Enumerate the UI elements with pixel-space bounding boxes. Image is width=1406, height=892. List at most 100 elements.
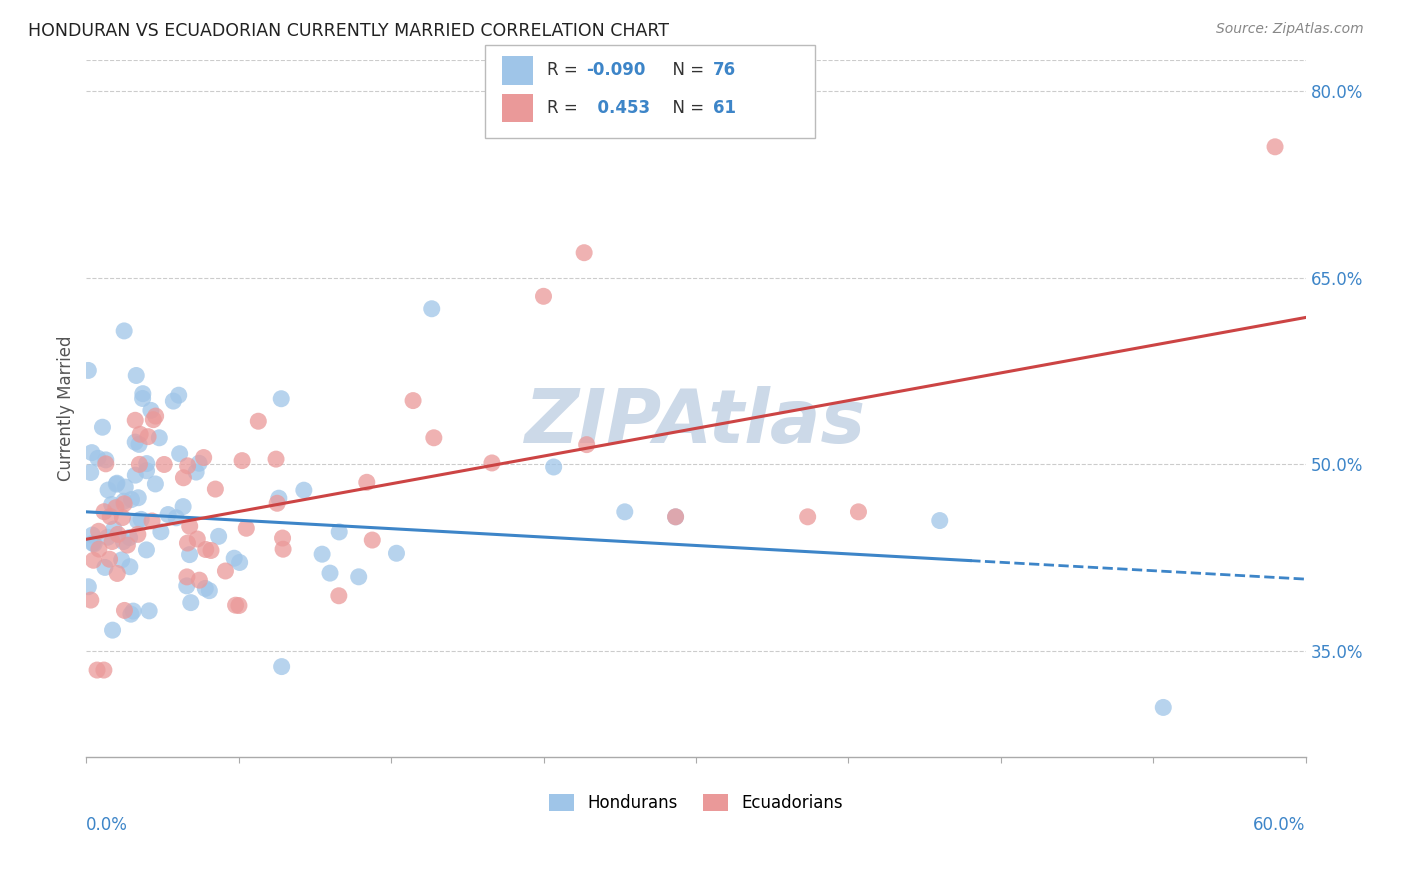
Text: 60.0%: 60.0% — [1253, 815, 1306, 833]
Point — [572, 245, 595, 260]
Point — [93, 663, 115, 677]
Point — [82, 553, 104, 567]
Point — [124, 413, 146, 427]
Point — [543, 460, 565, 475]
Point — [208, 529, 231, 543]
Point — [112, 494, 135, 508]
Point — [848, 505, 870, 519]
Point — [135, 457, 157, 471]
Point — [194, 542, 217, 557]
Point — [86, 663, 108, 677]
Point — [77, 363, 100, 377]
Point — [264, 452, 287, 467]
Point — [93, 505, 115, 519]
Point — [104, 500, 127, 515]
Point — [200, 543, 222, 558]
Text: N =: N = — [662, 99, 710, 117]
Text: HONDURAN VS ECUADORIAN CURRENTLY MARRIED CORRELATION CHART: HONDURAN VS ECUADORIAN CURRENTLY MARRIED… — [28, 22, 669, 40]
Point — [172, 500, 194, 514]
Point — [118, 531, 141, 545]
Point — [180, 596, 202, 610]
Point — [128, 437, 150, 451]
Point — [176, 579, 198, 593]
Point — [117, 538, 139, 552]
Point — [91, 420, 114, 434]
Point — [184, 465, 207, 479]
Point — [172, 471, 194, 485]
Point — [224, 551, 246, 566]
Point — [82, 536, 104, 550]
Text: 61: 61 — [713, 99, 735, 117]
Text: R =: R = — [547, 99, 583, 117]
Point — [193, 450, 215, 465]
Point — [105, 477, 128, 491]
Point — [153, 458, 176, 472]
Point — [127, 527, 149, 541]
Point — [135, 542, 157, 557]
Point — [423, 431, 446, 445]
Point — [87, 451, 110, 466]
Point — [385, 546, 408, 560]
Text: R =: R = — [547, 62, 583, 79]
Point — [311, 547, 333, 561]
Point — [105, 566, 128, 581]
Point — [157, 508, 180, 522]
Point — [98, 509, 121, 524]
Point — [98, 552, 121, 566]
Point — [142, 412, 165, 426]
Point — [118, 559, 141, 574]
Point — [194, 582, 217, 596]
Point — [87, 542, 110, 557]
Point — [97, 483, 120, 497]
Point — [361, 533, 384, 547]
Point — [80, 466, 103, 480]
Point — [928, 514, 950, 528]
Point — [128, 458, 150, 472]
Legend: Hondurans, Ecuadorians: Hondurans, Ecuadorians — [543, 788, 849, 819]
Point — [112, 497, 135, 511]
Point — [77, 580, 100, 594]
Point — [114, 480, 136, 494]
Point — [83, 537, 105, 551]
Point — [1264, 140, 1286, 154]
Point — [131, 392, 153, 406]
Point — [665, 509, 688, 524]
Point — [188, 456, 211, 470]
Point — [204, 482, 226, 496]
Point — [136, 430, 159, 444]
Point — [292, 483, 315, 498]
Point — [127, 514, 149, 528]
Point — [328, 589, 350, 603]
Point — [188, 573, 211, 587]
Point — [402, 393, 425, 408]
Point — [167, 388, 190, 402]
Point — [319, 566, 342, 581]
Point — [228, 599, 250, 613]
Point — [169, 447, 191, 461]
Point — [129, 512, 152, 526]
Point — [481, 456, 503, 470]
Point — [1152, 700, 1174, 714]
Point — [176, 536, 198, 550]
Point — [270, 659, 292, 673]
Point — [129, 427, 152, 442]
Point — [112, 324, 135, 338]
Point — [162, 394, 184, 409]
Point — [145, 477, 167, 491]
Point — [121, 492, 143, 507]
Point — [165, 510, 187, 524]
Point — [80, 445, 103, 459]
Point — [94, 560, 117, 574]
Point — [231, 453, 253, 467]
Point — [328, 524, 350, 539]
Point — [225, 598, 247, 612]
Point — [94, 453, 117, 467]
Point — [82, 528, 104, 542]
Point — [267, 491, 290, 505]
Point — [347, 570, 370, 584]
Point — [149, 524, 172, 539]
Point — [124, 435, 146, 450]
Text: 0.0%: 0.0% — [86, 815, 128, 833]
Point — [94, 457, 117, 471]
Point — [356, 475, 378, 490]
